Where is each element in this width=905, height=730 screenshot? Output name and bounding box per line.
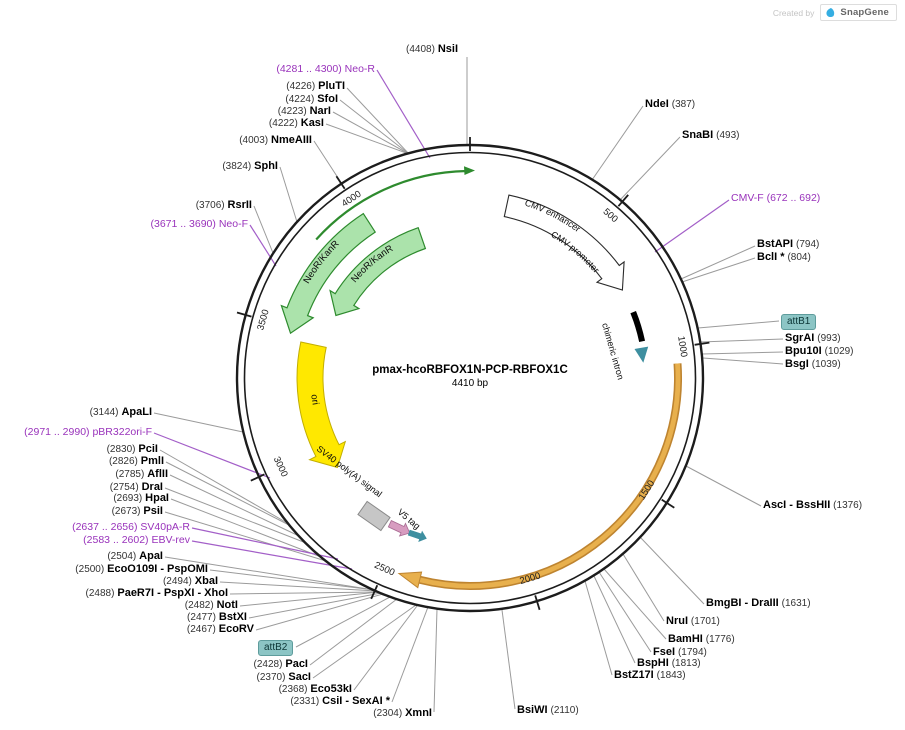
attb1-label: attB1 [781,314,817,330]
site-label-bstz17i: BstZ17I (1843) [614,669,686,681]
feature-chimeric-intron-mark [630,310,646,343]
site-label-snabi: SnaBI (493) [682,129,740,141]
site-label-ecorv: (2467) EcoRV [186,623,254,635]
tick-label-500: 500 [601,206,620,225]
primer-label-sv40pa-r: (2637 .. 2656) SV40pA-R [72,521,190,533]
site-label-xbai: (2494) XbaI [162,575,218,587]
plasmid-title-block: pmax-hcoRBFOX1N-PCP-RBFOX1C 4410 bp [320,364,620,389]
feature-cmv-arrow [503,194,625,291]
site-label-paer7i-pspxi-xhoi: (2488) PaeR7I - PspXI - XhoI [85,587,228,599]
site-label-aflii: (2785) AflII [115,468,168,480]
site-label-pmli: (2826) PmlI [108,455,164,467]
site-label-hpai: (2693) HpaI [113,492,169,504]
plasmid-name: pmax-hcoRBFOX1N-PCP-RBFOX1C [372,364,568,376]
site-label-xmni: (2304) XmnI [373,707,432,719]
site-label-rsrii: (3706) RsrII [195,199,252,211]
feature-v5-tag-arrow [387,520,411,537]
site-label-asci-bsshii: AscI - BssHII (1376) [763,499,863,511]
feature-intron-teal-arrow [634,346,649,363]
scale-ticks [236,137,710,611]
site-label-nrui: NruI (1701) [666,615,720,627]
site-label-paci: (2428) PacI [253,658,308,670]
primer-label-ebv-rev: (2583 .. 2602) EBV-rev [83,534,190,546]
primer-label-pbr322ori-f: (2971 .. 2990) pBR322ori-F [24,426,152,438]
plasmid-inner-ring [243,151,697,605]
snapgene-logo-icon [826,7,835,17]
tick-label-3000: 3000 [271,455,290,479]
site-label-kasi: (4222) KasI [268,117,324,129]
feature-neor-kanr-outer [280,212,377,335]
site-label-apai: (2504) ApaI [107,550,163,562]
credit-prefix: Created by [772,7,815,18]
leader-lines-gray [153,57,784,713]
site-label-csii-sexai: (2331) CsiI - SexAI * [290,695,390,707]
site-label-pluti: (4226) PluTI [286,80,345,92]
tick-label-2000: 2000 [518,570,541,587]
primer-label-neo-r: (4281 .. 4300) Neo-R [276,63,375,75]
snapgene-credit: Created by SnapGene [773,4,897,21]
site-label-nari: (4223) NarI [277,105,331,117]
site-label-psii: (2673) PsiI [111,505,163,517]
primer-label-neo-f: (3671 .. 3690) Neo-F [150,218,249,230]
feature-orf-arc [419,363,681,589]
site-label-bmgbi-draiii: BmgBI - DraIII (1631) [706,597,811,609]
site-label-bstxi: (2477) BstXI [187,611,247,623]
attb2-label: attB2 [258,640,294,656]
leader-lines-primer [153,69,730,570]
feature-sv40-polya-block [357,500,391,532]
snapgene-brand-label: SnapGene [840,7,889,18]
tick-label-1000: 1000 [675,335,689,358]
feature-ori-arrow [296,341,347,469]
primer-label-cmv-f: CMV-F (672 .. 692) [731,192,821,204]
site-label-ndei: NdeI (387) [645,98,696,110]
site-label-sfoi: (4224) SfoI [285,93,338,105]
ori-label: ori [308,394,320,406]
site-label-sgrai: SgrAI (993) [785,332,841,344]
tick-label-3500: 3500 [255,308,271,331]
site-label-bstapi: BstAPI (794) [757,238,820,250]
site-label-bpu10i: Bpu10I (1029) [785,345,854,357]
plasmid-size: 4410 bp [451,378,489,389]
site-label-bamhi: BamHI (1776) [668,633,735,645]
site-label-drai: (2754) DraI [109,481,163,493]
feature-orf-arrowhead [397,571,423,589]
site-label-sphi: (3824) SphI [222,160,278,172]
site-label-bcli: BclI * (804) [757,251,811,263]
site-label-saci: (2370) SacI [256,671,311,683]
feature-neor-kanr-inner [329,226,427,317]
site-label-pcii: (2830) PciI [106,443,158,455]
site-label-nmeaiii: (4003) NmeAIII [239,134,312,146]
snapgene-badge: SnapGene [820,4,897,21]
site-label-bsgi: BsgI (1039) [785,358,841,370]
site-label-eco53ki: (2368) Eco53kI [278,683,352,695]
site-label-noti: (2482) NotI [184,599,238,611]
site-label-apali: (3144) ApaLI [89,406,152,418]
feature-neor-thin-arrowhead [464,166,475,175]
sv40-polya-label: SV40 poly(A) signal [315,444,384,500]
site-label-nsii: (4408) NsiI [406,43,459,55]
site-label-fsei: FseI (1794) [653,646,707,658]
feature-teal-arrow [407,529,427,543]
site-label-bsphi: BspHI (1813) [637,657,701,669]
feature-orf-arc-outline [418,363,682,590]
feature-neor-thin-arc [315,169,467,241]
site-label-bsiwi: BsiWI (2110) [517,704,579,716]
site-label-ecoo109i-pspomi: (2500) EcoO109I - PspOMI [75,563,208,575]
tick-label-2500: 2500 [373,560,397,579]
